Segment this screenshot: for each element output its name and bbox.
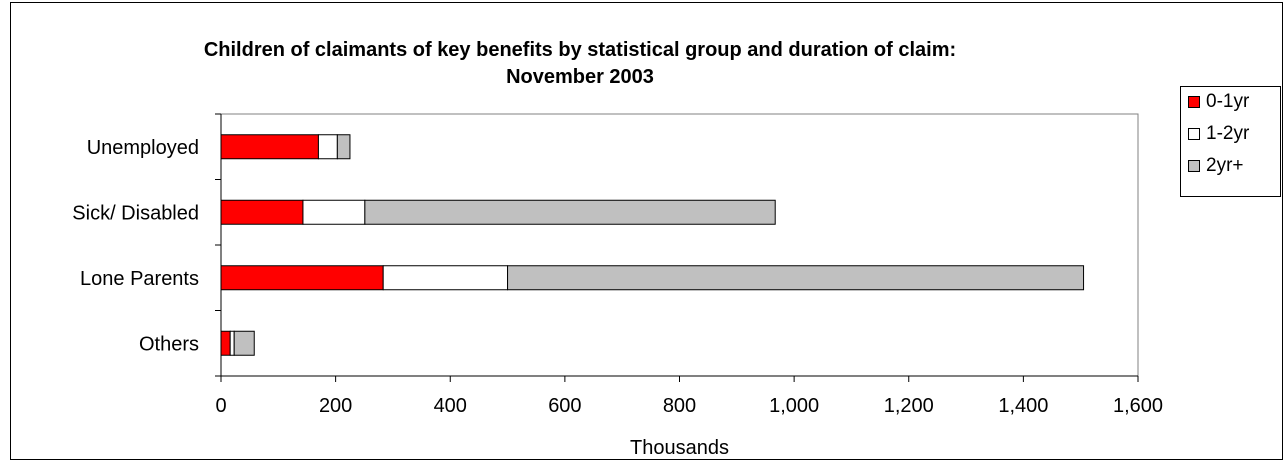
bar-sick-disabled-2yr [364,199,776,225]
legend-item-1-2yr: 1-2yr [1188,119,1249,149]
plot-area [220,113,1139,377]
x-tick-label: 200 [319,395,352,417]
bar-others-1-2yr [229,330,235,356]
legend-label-1-2yr: 1-2yr [1206,123,1250,144]
x-tick-label: 1,000 [769,395,819,417]
bar-unemployed-0-1yr [220,134,319,160]
x-tick-label: 1,400 [998,395,1048,417]
bar-others-2yr [233,330,255,356]
legend-item-2yr-plus: 2yr+ [1188,151,1244,181]
legend-label-0-1yr: 0-1yr [1206,91,1250,112]
x-tick-label: 0 [215,395,226,417]
chart-title: Children of claimants of key benefits by… [203,39,957,61]
chart-area [10,2,1283,460]
legend: 0-1yr 1-2yr 2yr+ [1180,86,1281,197]
x-axis-title: Thousands [630,437,729,459]
legend-swatch-2yr-plus [1188,160,1200,172]
legend-swatch-1-2yr [1188,128,1200,140]
x-tick-label: 800 [663,395,696,417]
chart-subtitle: November 2003 [506,66,654,88]
legend-item-0-1yr: 0-1yr [1188,87,1249,117]
bar-unemployed-1-2yr [317,134,338,160]
x-tick-label: 1,200 [884,395,934,417]
legend-swatch-0-1yr [1188,96,1200,108]
bar-lone-parents-2yr [507,265,1085,291]
category-label: Others [139,333,199,355]
bar-lone-parents-0-1yr [220,265,384,291]
legend-label-2yr-plus: 2yr+ [1206,155,1244,176]
bar-lone-parents-1-2yr [382,265,509,291]
bar-sick-disabled-1-2yr [302,199,366,225]
x-tick-label: 400 [434,395,467,417]
x-tick-label: 1,600 [1113,395,1163,417]
category-label: Lone Parents [80,268,199,290]
bar-unemployed-2yr [336,134,351,160]
category-label: Sick/ Disabled [72,202,199,224]
x-tick-label: 600 [548,395,581,417]
bar-others-0-1yr [220,330,231,356]
bar-sick-disabled-0-1yr [220,199,304,225]
category-label: Unemployed [87,137,199,159]
